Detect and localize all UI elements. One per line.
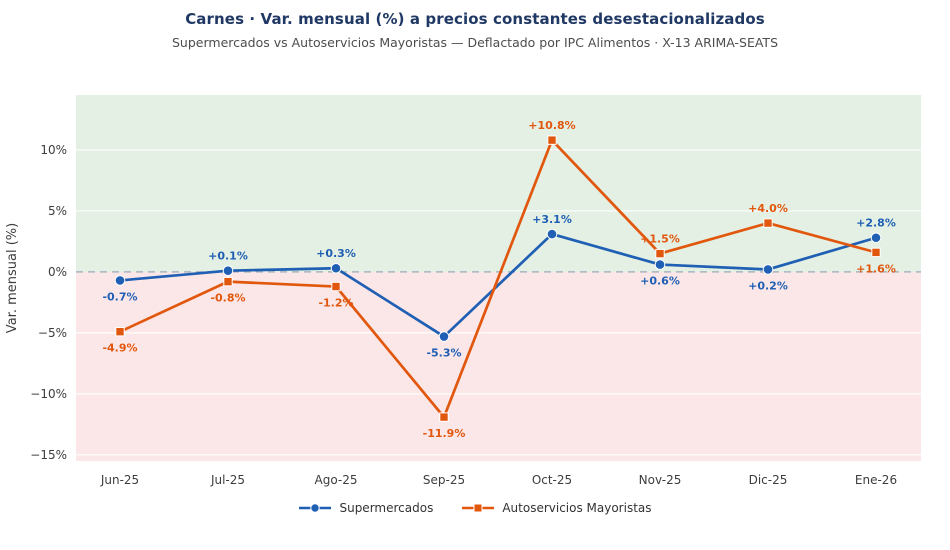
series-line <box>118 138 878 419</box>
data-label: +1.5% <box>640 233 680 246</box>
x-tick-label: Oct-25 <box>532 473 572 487</box>
data-label: +0.1% <box>208 250 248 263</box>
data-label: -4.9% <box>102 342 137 355</box>
chart-header: Carnes · Var. mensual (%) a precios cons… <box>0 0 950 50</box>
chart-subtitle: Supermercados vs Autoservicios Mayorista… <box>172 35 778 50</box>
x-tick-label: Dic-25 <box>749 473 788 487</box>
x-tick-label: Jul-25 <box>210 473 245 487</box>
data-point-marker <box>763 218 773 228</box>
y-tick-label: 10% <box>40 143 67 157</box>
data-label: -1.2% <box>318 297 353 310</box>
data-point-marker <box>655 248 665 259</box>
chart-svg: 10% 5% 0% −5% −10% −15% Jun-25 Jul-25 Ago-25 Sep-… <box>5 95 921 487</box>
data-point-marker <box>547 135 557 145</box>
data-point-marker <box>438 331 450 342</box>
data-label: +2.8% <box>856 217 896 230</box>
data-point-marker <box>223 276 233 287</box>
data-point-marker <box>222 265 234 276</box>
x-tick-label: Nov-25 <box>639 473 682 487</box>
negative-region <box>76 271 921 461</box>
positive-region <box>76 95 921 272</box>
data-point-marker <box>115 326 125 337</box>
data-label: -5.3% <box>426 347 461 360</box>
x-tick-label: Ago-25 <box>315 473 358 487</box>
legend: Supermercados Autoservicios Mayoristas <box>0 501 950 515</box>
data-label: +0.2% <box>748 279 788 292</box>
data-point-marker <box>762 264 774 275</box>
y-tick-label: 5% <box>48 204 67 218</box>
x-tick-label: Sep-25 <box>423 473 465 487</box>
series-line <box>118 232 878 338</box>
data-label: +10.8% <box>528 119 575 132</box>
data-point-marker <box>870 232 882 244</box>
data-label: +3.1% <box>532 213 572 226</box>
data-point-marker <box>871 247 881 258</box>
y-axis-title: Var. mensual (%) <box>5 223 20 333</box>
chart-title: Carnes · Var. mensual (%) a precios cons… <box>185 10 765 28</box>
data-point-marker <box>439 412 449 422</box>
data-label: +1.6% <box>856 262 896 275</box>
y-tick-label: 0% <box>48 265 67 279</box>
legend-item: Supermercados <box>298 501 433 515</box>
x-tick-label: Ene-26 <box>855 473 897 487</box>
legend-label: Autoservicios Mayoristas <box>502 501 652 515</box>
x-tick-label: Jun-25 <box>100 473 139 487</box>
data-point-marker <box>654 259 666 270</box>
legend-item: Autoservicios Mayoristas <box>461 501 652 515</box>
data-label: +0.3% <box>316 247 356 260</box>
legend-label: Supermercados <box>339 501 434 515</box>
data-point-marker <box>330 262 342 274</box>
y-tick-label: −15% <box>30 448 67 462</box>
square-marker-icon <box>473 503 483 513</box>
legend-swatch <box>462 503 495 513</box>
y-tick-label: −5% <box>38 326 67 340</box>
data-label: +4.0% <box>748 202 788 215</box>
data-label: -0.8% <box>210 292 245 305</box>
y-tick-label: −10% <box>30 387 67 401</box>
legend-swatch <box>299 503 332 513</box>
data-point-marker <box>331 281 341 292</box>
data-label: +0.6% <box>640 275 680 288</box>
data-point-marker <box>114 275 126 286</box>
circle-marker-icon <box>310 503 321 513</box>
data-point-marker <box>546 228 558 240</box>
data-label: -0.7% <box>102 290 137 303</box>
data-label: -11.9% <box>423 427 466 440</box>
